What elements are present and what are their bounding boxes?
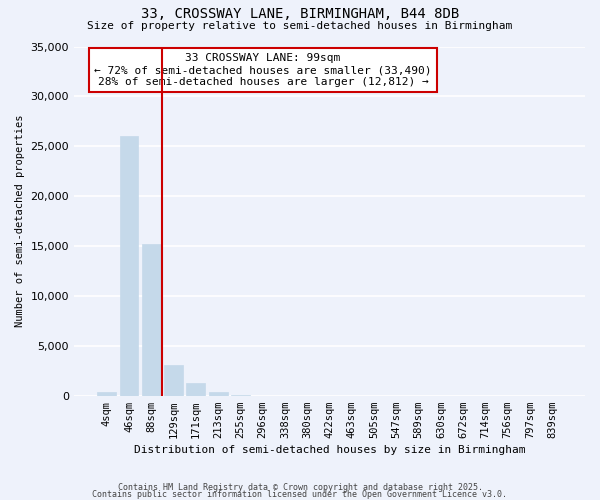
Y-axis label: Number of semi-detached properties: Number of semi-detached properties — [15, 115, 25, 328]
Bar — [97, 392, 116, 396]
Bar — [209, 392, 227, 396]
Text: Size of property relative to semi-detached houses in Birmingham: Size of property relative to semi-detach… — [88, 21, 512, 31]
X-axis label: Distribution of semi-detached houses by size in Birmingham: Distribution of semi-detached houses by … — [134, 445, 525, 455]
Bar — [187, 382, 205, 396]
Bar — [142, 244, 161, 396]
Bar — [119, 136, 139, 396]
Bar — [164, 365, 183, 396]
Text: 33 CROSSWAY LANE: 99sqm
← 72% of semi-detached houses are smaller (33,490)
28% o: 33 CROSSWAY LANE: 99sqm ← 72% of semi-de… — [94, 54, 432, 86]
Text: Contains public sector information licensed under the Open Government Licence v3: Contains public sector information licen… — [92, 490, 508, 499]
Text: 33, CROSSWAY LANE, BIRMINGHAM, B44 8DB: 33, CROSSWAY LANE, BIRMINGHAM, B44 8DB — [141, 8, 459, 22]
Text: Contains HM Land Registry data © Crown copyright and database right 2025.: Contains HM Land Registry data © Crown c… — [118, 484, 482, 492]
